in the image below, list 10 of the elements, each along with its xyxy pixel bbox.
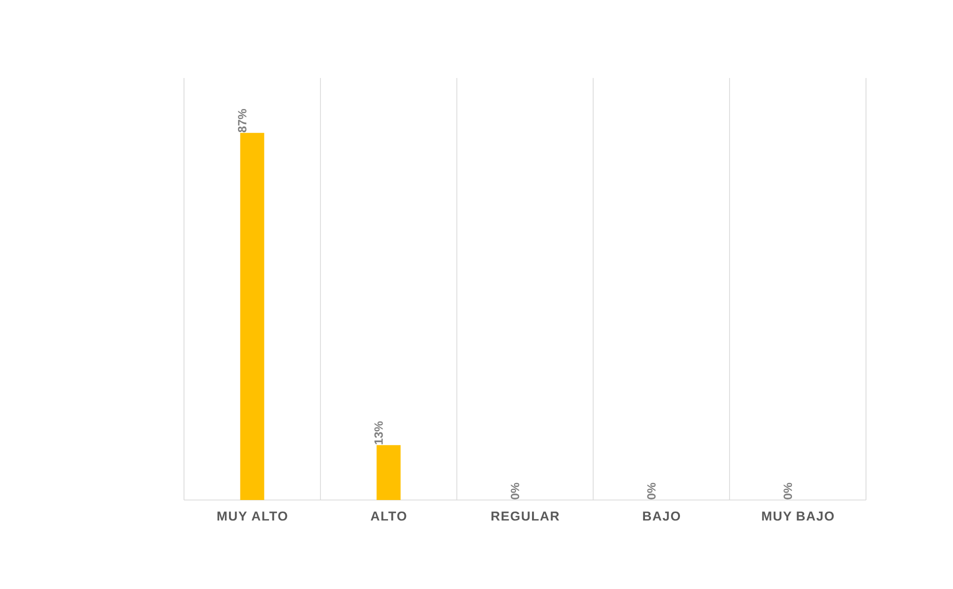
- data-label: 0%: [647, 482, 656, 500]
- x-tick-label: MUY BAJO: [762, 512, 834, 521]
- x-tick-label: BAJO: [643, 512, 680, 521]
- data-label: 0%: [784, 482, 792, 500]
- data-label: 87%: [238, 109, 246, 132]
- x-tick-label: ALTO: [370, 512, 406, 521]
- x-tick-label: REGULAR: [492, 512, 560, 521]
- data-label: 0%: [510, 482, 520, 500]
- data-label: 13%: [374, 421, 383, 444]
- x-tick-label: MUY ALTO: [218, 512, 288, 521]
